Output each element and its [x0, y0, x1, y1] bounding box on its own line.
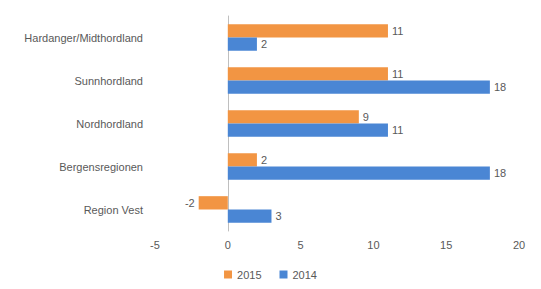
svg-text:Nordhordland: Nordhordland: [76, 118, 143, 130]
svg-text:18: 18: [494, 167, 506, 179]
svg-text:10: 10: [367, 239, 379, 251]
svg-text:5: 5: [298, 239, 304, 251]
svg-text:11: 11: [392, 124, 403, 136]
svg-text:11: 11: [392, 25, 403, 37]
svg-text:Region Vest: Region Vest: [84, 204, 143, 216]
svg-text:2: 2: [261, 154, 267, 166]
svg-text:-2: -2: [185, 197, 195, 209]
svg-text:Hardanger/Midthordland: Hardanger/Midthordland: [24, 32, 143, 44]
svg-text:11: 11: [392, 68, 403, 80]
svg-text:Sunnhordland: Sunnhordland: [74, 75, 143, 87]
svg-text:0: 0: [225, 239, 231, 251]
svg-text:2015: 2015: [237, 269, 261, 281]
svg-text:15: 15: [440, 239, 452, 251]
svg-text:-5: -5: [150, 239, 160, 251]
svg-text:2: 2: [261, 38, 267, 50]
svg-text:18: 18: [494, 81, 506, 93]
svg-text:Bergensregionen: Bergensregionen: [59, 161, 143, 173]
svg-text:9: 9: [363, 111, 369, 123]
svg-text:20: 20: [513, 239, 525, 251]
svg-text:3: 3: [275, 210, 281, 222]
svg-text:2014: 2014: [293, 269, 317, 281]
